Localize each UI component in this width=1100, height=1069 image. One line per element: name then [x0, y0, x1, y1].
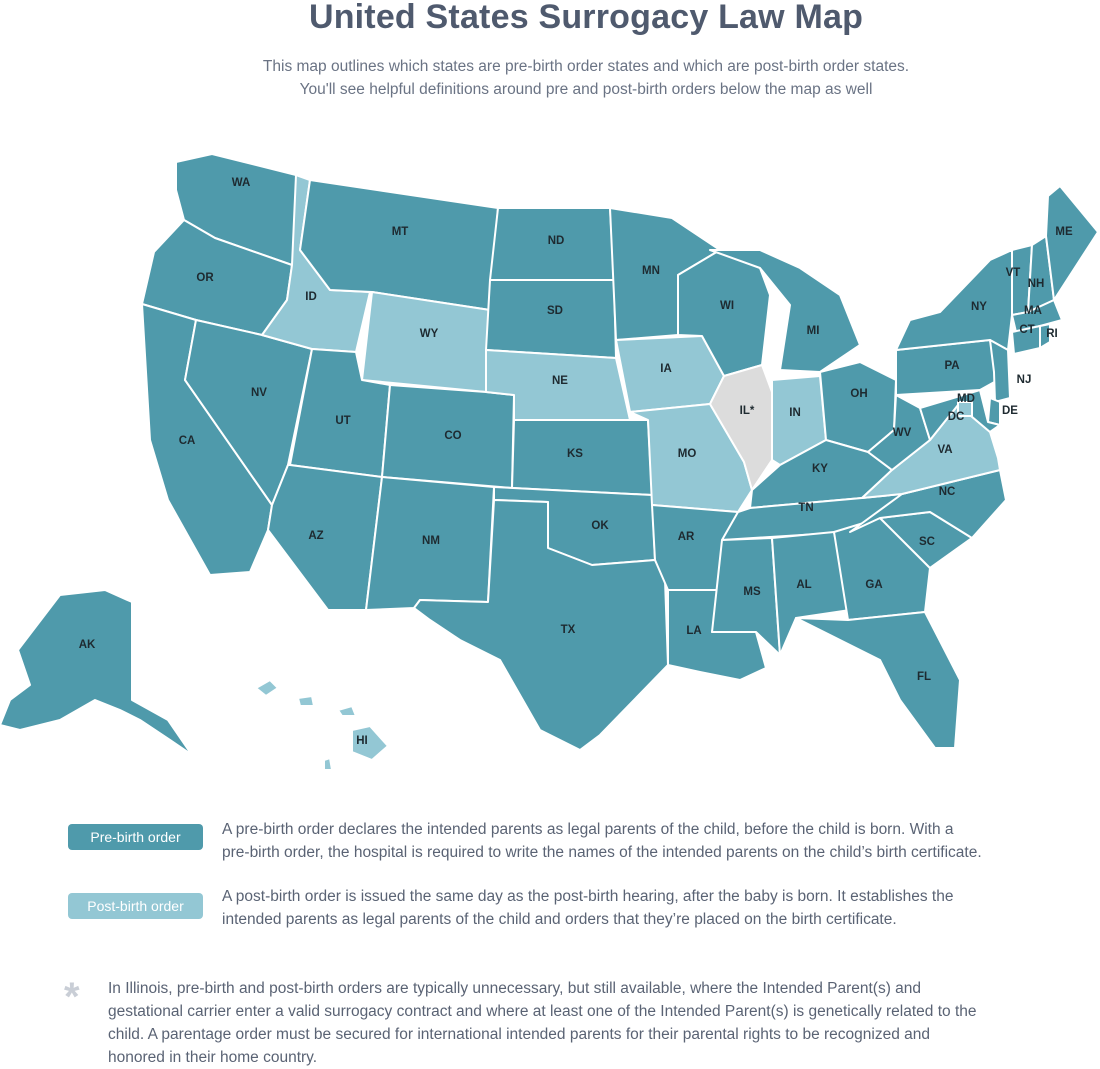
state-label-co: CO [444, 430, 461, 442]
state-label-ks: KS [567, 448, 583, 460]
state-label-tx: TX [561, 624, 576, 636]
post-birth-definition-line-2: intended parents as legal parents of the… [222, 911, 897, 928]
state-label-va: VA [937, 444, 952, 456]
state-de [987, 397, 1001, 426]
footnote-line-2: gestational carrier enter a valid surrog… [108, 1003, 977, 1020]
asterisk-icon: * [64, 975, 80, 1019]
state-label-me: ME [1055, 226, 1073, 238]
state-ri [1039, 323, 1051, 349]
footnote-line-1: In Illinois, pre-birth and post-birth or… [108, 980, 922, 997]
page-subtitle: This map outlines which states are pre-b… [0, 55, 1100, 101]
state-label-ut: UT [335, 415, 350, 427]
state-label-in: IN [789, 407, 801, 419]
illinois-footnote: In Illinois, pre-birth and post-birth or… [108, 977, 1038, 1069]
footnote-line-3: child. A parentage order must be secured… [108, 1026, 931, 1043]
pre-birth-chip: Pre-birth order [68, 824, 203, 850]
state-label-mn: MN [642, 265, 660, 277]
state-me [1045, 185, 1099, 301]
state-label-oh: OH [850, 388, 867, 400]
state-sd [485, 279, 617, 359]
state-label-ct: CT [1019, 324, 1034, 336]
state-label-nh: NH [1028, 278, 1045, 290]
state-il [709, 364, 773, 491]
state-label-ma: MA [1024, 305, 1042, 317]
state-dc [957, 401, 973, 417]
states-layer [0, 153, 1099, 771]
state-label-wa: WA [232, 177, 251, 189]
state-ms [711, 537, 781, 656]
state-label-de: DE [1002, 405, 1018, 417]
state-label-nm: NM [422, 535, 440, 547]
state-label-ga: GA [865, 579, 882, 591]
state-label-il: IL* [740, 405, 755, 417]
page-title: United States Surrogacy Law Map [308, 0, 864, 36]
state-label-ak: AK [79, 639, 96, 651]
state-label-nj: NJ [1017, 374, 1032, 386]
state-label-ne: NE [552, 375, 568, 387]
state-label-ny: NY [971, 301, 987, 313]
state-label-ar: AR [678, 531, 695, 543]
state-fl [795, 611, 961, 749]
state-hi [255, 679, 389, 771]
state-label-or: OR [196, 272, 214, 284]
state-label-ca: CA [179, 435, 196, 447]
state-az [267, 464, 383, 611]
pre-birth-definition-line-2: pre-birth order, the hospital is require… [222, 844, 982, 861]
state-label-ok: OK [591, 520, 609, 532]
state-label-nv: NV [251, 387, 267, 399]
state-label-az: AZ [308, 530, 323, 542]
subtitle-line-2: You'll see helpful definitions around pr… [299, 81, 873, 98]
state-label-wi: WI [720, 300, 734, 312]
footnote-line-4: honored in their home country. [108, 1049, 318, 1066]
state-mi [709, 249, 861, 373]
state-label-mo: MO [678, 448, 697, 460]
state-label-nd: ND [548, 235, 565, 247]
state-label-sc: SC [919, 536, 935, 548]
post-birth-chip: Post-birth order [68, 893, 203, 919]
state-mt [299, 179, 499, 311]
state-label-ia: IA [660, 363, 672, 375]
state-al [771, 531, 851, 656]
state-label-ky: KY [812, 463, 828, 475]
state-nj [989, 339, 1011, 403]
us-surrogacy-map: WA OR CA NV ID MT WY UT CO AZ NM ND SD NE KS OK TX MN IA MO… [0, 153, 1099, 771]
state-ny [895, 249, 1013, 351]
state-label-sd: SD [547, 305, 563, 317]
state-label-wy: WY [420, 328, 439, 340]
post-birth-definition-line-1: A post-birth order is issued the same da… [222, 888, 954, 905]
state-label-fl: FL [917, 671, 931, 683]
state-label-la: LA [686, 625, 701, 637]
labels-layer: WA OR CA NV ID MT WY UT CO AZ NM ND SD NE KS OK TX MN IA MO… [79, 177, 1073, 747]
state-label-vt: VT [1006, 267, 1021, 279]
state-label-id: ID [305, 291, 317, 303]
state-label-tn: TN [798, 502, 813, 514]
pre-birth-definition-line-1: A pre-birth order declares the intended … [222, 821, 954, 838]
state-nc [849, 469, 1007, 539]
state-md [919, 389, 1001, 441]
state-label-mi: MI [807, 325, 820, 337]
state-label-pa: PA [944, 360, 959, 372]
state-label-ri: RI [1046, 328, 1058, 340]
state-label-md: MD [957, 393, 975, 405]
state-label-mt: MT [392, 226, 409, 238]
pre-birth-definition: A pre-birth order declares the intended … [222, 818, 1042, 864]
state-ak [0, 589, 193, 756]
state-label-dc: DC [948, 411, 965, 423]
state-label-hi: HI [356, 735, 368, 747]
state-label-ms: MS [743, 586, 761, 598]
subtitle-line-1: This map outlines which states are pre-b… [262, 58, 910, 75]
state-tx [413, 499, 669, 751]
state-label-wv: WV [893, 427, 912, 439]
post-birth-definition: A post-birth order is issued the same da… [222, 885, 1042, 931]
state-wy [361, 291, 491, 393]
state-label-nc: NC [939, 486, 956, 498]
state-label-al: AL [796, 579, 811, 591]
